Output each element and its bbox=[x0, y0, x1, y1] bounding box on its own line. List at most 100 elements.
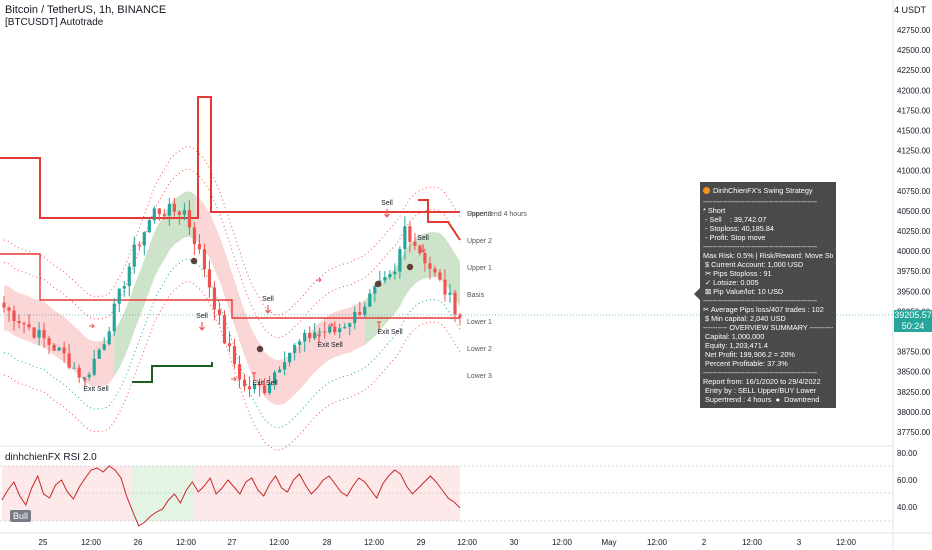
strategy-stats-panel: DinhChienFX's Swing Strategy -----------… bbox=[700, 182, 836, 408]
stats-line: ----------------------------------------… bbox=[703, 242, 818, 251]
symbol-title[interactable]: Bitcoin / TetherUS, 1h, BINANCE bbox=[5, 4, 167, 16]
currency-code: USDT bbox=[901, 5, 927, 15]
rsi-bull-zone bbox=[132, 466, 194, 521]
time-tick-label: 3 bbox=[797, 538, 802, 547]
exit-marker-icon bbox=[252, 372, 256, 381]
candle-body bbox=[12, 310, 16, 321]
candle-body bbox=[257, 384, 262, 386]
candle-body bbox=[112, 303, 116, 332]
candle-body bbox=[27, 324, 31, 328]
band-label-upper3: Upper 3 bbox=[467, 211, 492, 218]
candle-body bbox=[187, 210, 192, 228]
candle-body bbox=[82, 377, 86, 379]
stats-line: Percent Profitable: 37.3% bbox=[703, 359, 788, 368]
exit-marker-icon bbox=[317, 334, 321, 343]
candle-body bbox=[453, 292, 457, 315]
candle-body bbox=[32, 327, 36, 338]
candle-body bbox=[328, 326, 332, 333]
candle-body bbox=[132, 244, 136, 267]
pivot-dot bbox=[406, 263, 414, 271]
candle-body bbox=[212, 287, 217, 310]
candle-body bbox=[272, 372, 277, 384]
time-tick-label: 30 bbox=[510, 538, 519, 547]
entry-arrow-icon bbox=[328, 322, 334, 328]
band-label-lower2: Lower 2 bbox=[467, 346, 492, 353]
rsi-line bbox=[1, 465, 461, 527]
supertrend-line bbox=[0, 96, 460, 219]
candle-body bbox=[313, 332, 317, 339]
price-tick-label: 38500.00 bbox=[897, 368, 931, 377]
sell-signal-label: Sell bbox=[196, 313, 208, 320]
candle-body bbox=[222, 315, 227, 344]
price-tick-label: 40750.00 bbox=[897, 187, 931, 196]
candle-body bbox=[393, 271, 397, 275]
candle-body bbox=[423, 253, 427, 264]
time-tick-label: 12:00 bbox=[364, 538, 385, 547]
candle-body bbox=[418, 245, 422, 254]
candle-body bbox=[192, 227, 197, 245]
stats-line: - Stoploss: 40,185.84 bbox=[703, 224, 774, 233]
pivot-dot bbox=[190, 257, 198, 265]
candle-body bbox=[2, 302, 6, 308]
time-tick-label: 12:00 bbox=[836, 538, 857, 547]
stats-line: Max Risk: 0.5% | Risk/Reward: Move Stop bbox=[703, 251, 833, 260]
stats-line: Report from: 16/1/2020 to 29/4/2022 bbox=[703, 377, 821, 386]
currency-label[interactable]: 4 USDT bbox=[894, 5, 926, 15]
time-tick-label: 12:00 bbox=[457, 538, 478, 547]
rsi-bear-zone bbox=[2, 466, 460, 521]
candle-body bbox=[358, 311, 362, 315]
candle-body bbox=[318, 331, 322, 333]
candle-body bbox=[217, 309, 222, 316]
price-tick-label: 42000.00 bbox=[897, 86, 931, 95]
time-tick-label: 27 bbox=[228, 538, 237, 547]
candle-body bbox=[288, 352, 292, 363]
candle-body bbox=[403, 226, 407, 250]
exit-sell-label: Exit Sell bbox=[252, 380, 278, 387]
time-tick-label: 12:00 bbox=[176, 538, 197, 547]
price-tick-label: 41750.00 bbox=[897, 106, 931, 115]
candle-body bbox=[107, 331, 111, 345]
bitcoin-icon bbox=[703, 187, 710, 194]
sell-signal-label: Sell bbox=[417, 235, 429, 242]
candle-body bbox=[87, 374, 91, 378]
current-price: 39205.57 bbox=[894, 310, 932, 320]
bar-countdown: 50:24 bbox=[901, 321, 925, 331]
stats-line: ✂ Average Pips loss/407 trades : 102 bbox=[703, 305, 824, 314]
candle-body bbox=[283, 362, 287, 370]
stats-line: * Short bbox=[703, 206, 726, 215]
candle-body bbox=[62, 347, 66, 354]
candle-body bbox=[348, 323, 352, 327]
candle-body bbox=[147, 220, 151, 233]
candle-body bbox=[162, 214, 166, 216]
candle-body bbox=[458, 314, 462, 318]
candle-body bbox=[267, 383, 272, 394]
sell-signal-label: Sell bbox=[262, 296, 274, 303]
rsi-tick-label: 80.00 bbox=[897, 449, 918, 458]
exit-sell-label: Exit Sell bbox=[317, 342, 343, 349]
rsi-indicator-title[interactable]: dinhchienFX RSI 2.0 bbox=[5, 452, 97, 463]
currency-prefix: 4 bbox=[893, 5, 902, 15]
price-tick-label: 40250.00 bbox=[897, 227, 931, 236]
candle-body bbox=[413, 241, 417, 246]
candle-body bbox=[47, 338, 51, 345]
stats-line: $ Current Account: 1,000 USD bbox=[703, 260, 804, 269]
lower-band-fill bbox=[364, 232, 460, 346]
exit-sell-label: Exit Sell bbox=[377, 329, 403, 336]
sell-arrow-icon bbox=[384, 209, 390, 218]
price-tick-label: 39750.00 bbox=[897, 267, 931, 276]
candle-body bbox=[102, 344, 106, 350]
candle-body bbox=[182, 210, 186, 215]
indicator-title[interactable]: [BTCUSDT] Autotrade bbox=[5, 17, 104, 28]
current-price-tag: 39205.57 50:24 bbox=[894, 310, 932, 332]
bull-badge: Bull bbox=[10, 510, 32, 522]
candle-body bbox=[157, 208, 161, 215]
stats-line: ⊠ Pip Value/lot: 10 USD bbox=[703, 287, 784, 296]
candle-body bbox=[438, 272, 442, 280]
stats-line: ---------- OVERVIEW SUMMARY ---------- bbox=[703, 323, 833, 332]
stats-lines: ----------------------------------------… bbox=[703, 197, 833, 404]
candle-body bbox=[127, 266, 131, 287]
stats-line: ----------------------------------------… bbox=[703, 197, 818, 206]
candle-body bbox=[237, 364, 242, 380]
